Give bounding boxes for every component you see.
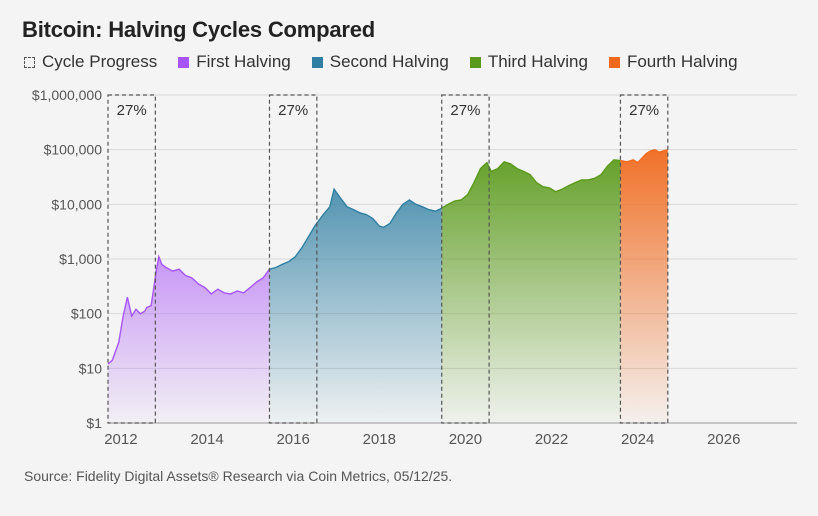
legend-label-fourth-halving: Fourth Halving xyxy=(626,52,738,71)
cycle-progress-box xyxy=(268,94,318,424)
legend-item-first-halving: First Halving xyxy=(178,52,291,72)
cycle-progress-box xyxy=(107,94,156,424)
y-tick-label: $100,000 xyxy=(44,142,103,158)
cycle-progress-label: 27% xyxy=(629,102,659,119)
cycle-progress-box xyxy=(441,94,490,424)
legend-label-cycle-progress: Cycle Progress xyxy=(42,52,158,71)
x-tick-label: 2020 xyxy=(449,431,482,448)
legend-swatch-first-halving xyxy=(178,56,190,68)
series-area-3 xyxy=(441,159,621,423)
x-tick-label: 2012 xyxy=(104,431,137,448)
legend-swatch-cycle-progress xyxy=(24,56,35,68)
x-tick-label: 2016 xyxy=(276,431,309,448)
legend-label-third-halving: Third Halving xyxy=(487,52,588,71)
series-line-2 xyxy=(269,187,442,270)
y-tick-label: $10 xyxy=(79,360,103,376)
cycle-progress-label: 27% xyxy=(450,102,480,119)
legend-swatch-third-halving xyxy=(469,56,481,68)
series-area-2 xyxy=(269,189,442,423)
y-tick-label: $1,000 xyxy=(59,251,102,267)
y-tick-label: $10,000 xyxy=(51,196,102,212)
legend-label-first-halving: First Halving xyxy=(196,52,291,71)
series-area-1 xyxy=(108,256,270,423)
chart-legend: Cycle Progress First Halving Second Halv… xyxy=(24,52,759,72)
series-line-3 xyxy=(441,159,621,209)
y-tick-label: $1,000,000 xyxy=(32,87,102,103)
y-tick-label: $1 xyxy=(86,415,102,431)
legend-item-cycle-progress: Cycle Progress xyxy=(24,52,157,72)
series-line-1 xyxy=(107,254,271,365)
chart-title: Bitcoin: Halving Cycles Compared xyxy=(22,17,376,42)
y-tick-label: $100 xyxy=(71,306,102,322)
legend-swatch-fourth-halving xyxy=(608,56,620,68)
x-tick-label: 2026 xyxy=(707,431,740,448)
x-tick-label: 2014 xyxy=(190,431,223,448)
x-tick-label: 2022 xyxy=(535,431,568,448)
cycle-progress-label: 27% xyxy=(278,102,308,119)
series-line-4 xyxy=(620,148,668,164)
cycle-progress-box xyxy=(619,94,669,424)
legend-label-second-halving: Second Halving xyxy=(329,52,449,71)
series-area-4 xyxy=(620,149,668,423)
cycle-progress-label: 27% xyxy=(117,102,147,119)
x-tick-label: 2024 xyxy=(621,431,654,448)
chart-source: Source: Fidelity Digital Assets® Researc… xyxy=(24,468,453,484)
x-tick-label: 2018 xyxy=(363,431,396,448)
legend-swatch-second-halving xyxy=(311,56,323,68)
legend-item-third-halving: Third Halving xyxy=(469,52,588,72)
legend-item-fourth-halving: Fourth Halving xyxy=(608,52,738,72)
legend-item-second-halving: Second Halving xyxy=(311,52,449,72)
